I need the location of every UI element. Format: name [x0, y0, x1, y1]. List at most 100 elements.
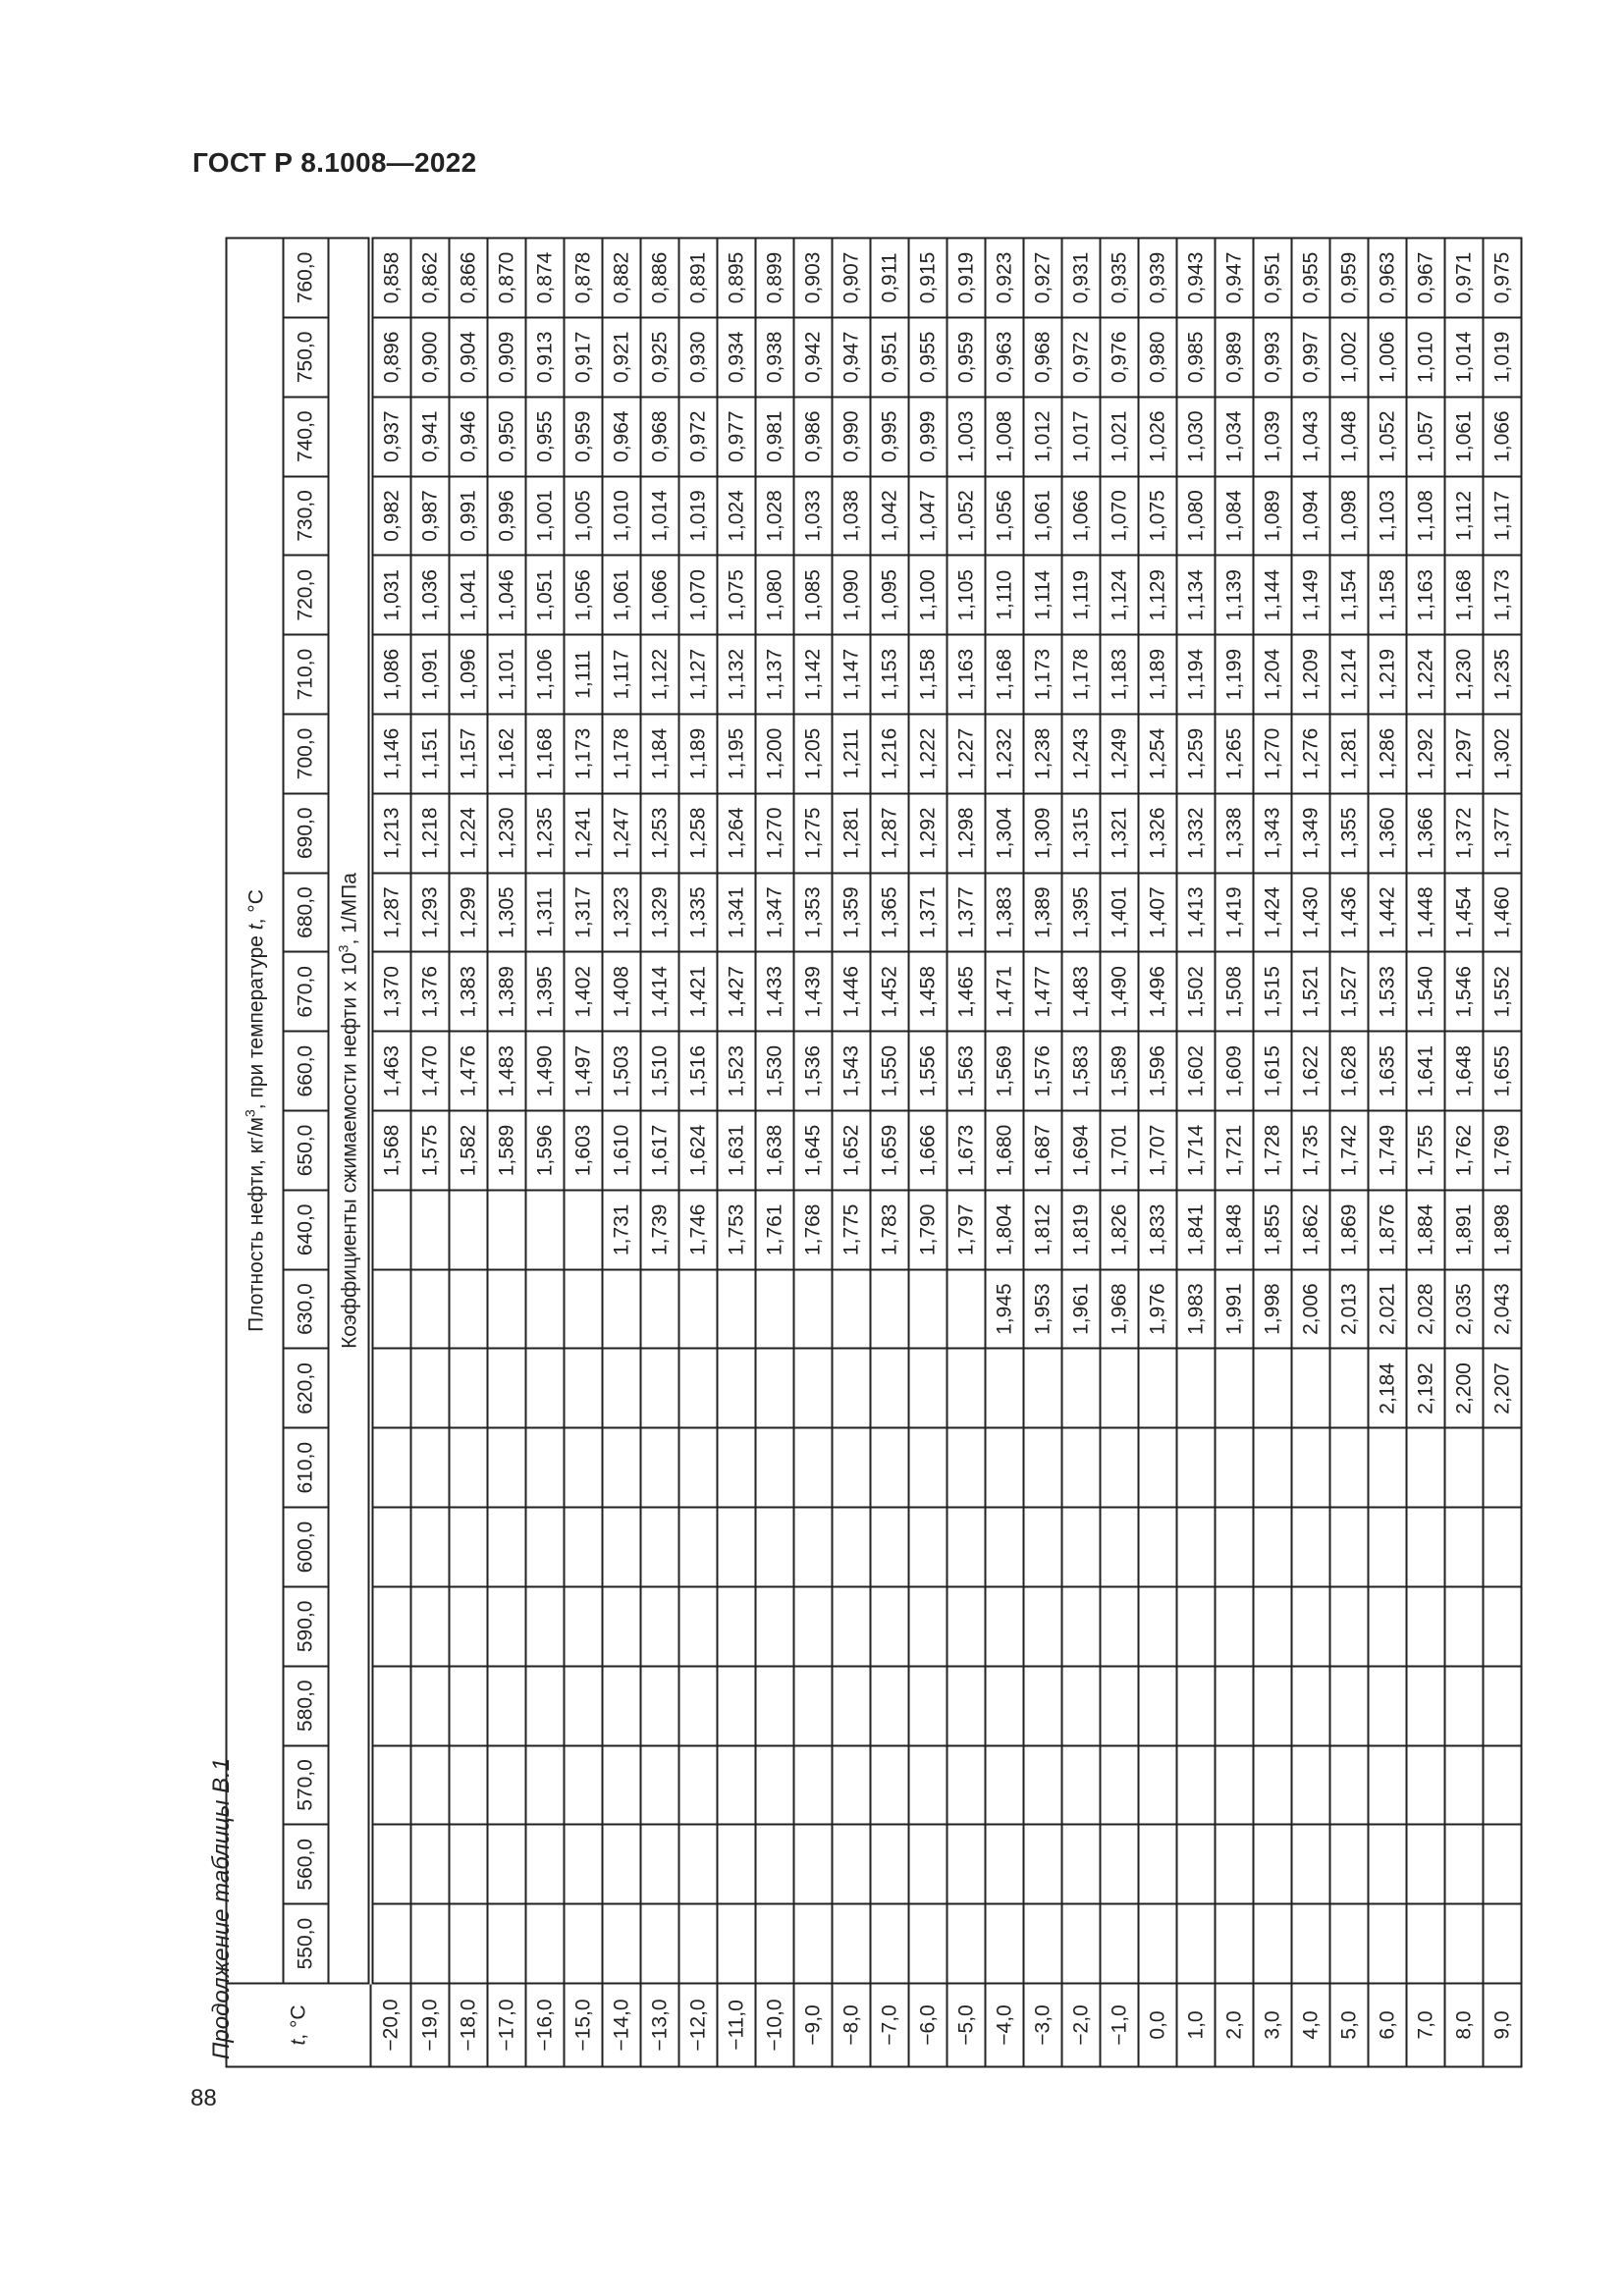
coefficient-cell: 1,476 — [449, 1031, 488, 1111]
coefficient-cell: 0,972 — [678, 397, 718, 477]
temperature-cell: 4,0 — [1291, 1983, 1330, 2067]
coefficient-cell: 1,407 — [1138, 873, 1177, 952]
coefficient-cell: 1,122 — [640, 634, 679, 715]
coefficient-cell: 1,377 — [1483, 793, 1522, 874]
coefficient-cell: 1,707 — [1138, 1110, 1177, 1191]
coefficient-cell: 1,442 — [1368, 873, 1407, 952]
coefficient-cell: 0,870 — [487, 238, 526, 318]
table-row: −11,0 1,753 1,631 1,523 1,427 1,341 1,264 1,195… — [717, 238, 756, 2067]
coefficient-cell: 1,162 — [487, 714, 526, 794]
coefficient-cell: 1,359 — [832, 873, 871, 952]
empty-cell — [678, 1507, 718, 1587]
coefficient-cell: 1,721 — [1215, 1110, 1254, 1191]
empty-cell — [640, 1507, 679, 1587]
coefficient-cell: 1,039 — [1253, 397, 1292, 477]
coefficient-cell: 1,768 — [793, 1190, 833, 1270]
table-row: −13,0 1,739 1,617 1,510 1,414 1,329 1,253 1,184… — [640, 238, 679, 2067]
coefficient-cell: 1,147 — [832, 634, 871, 715]
empty-cell — [525, 1903, 565, 1984]
coefficient-cell: 1,414 — [640, 951, 679, 1032]
empty-cell — [370, 1903, 411, 1984]
empty-cell — [602, 1666, 641, 1746]
coefficient-cell: 1,204 — [1253, 634, 1292, 715]
empty-cell — [410, 1824, 450, 1904]
coefficient-cell: 1,998 — [1253, 1269, 1292, 1349]
empty-cell — [1176, 1824, 1216, 1904]
coefficient-cell: 1,117 — [1483, 476, 1522, 556]
coefficient-cell: 0,891 — [678, 238, 718, 318]
coefficient-cell: 1,483 — [1061, 951, 1101, 1032]
empty-cell — [832, 1666, 871, 1746]
empty-cell — [1291, 1745, 1330, 1825]
coefficient-cell: 1,227 — [947, 714, 986, 794]
empty-cell — [1215, 1903, 1254, 1984]
coefficient-cell: 2,021 — [1368, 1269, 1407, 1349]
empty-cell — [908, 1427, 947, 1508]
coefficient-cell: 1,297 — [1444, 714, 1484, 794]
empty-cell — [525, 1269, 565, 1349]
coefficient-cell: 1,014 — [640, 476, 679, 556]
coefficient-cell: 0,990 — [832, 397, 871, 477]
coefficient-cell: 0,939 — [1138, 238, 1177, 318]
coefficient-cell: 0,899 — [755, 238, 794, 318]
coefficient-cell: 0,996 — [487, 476, 526, 556]
coefficient-cell: 1,341 — [717, 873, 756, 952]
coefficient-cell: 1,019 — [1483, 317, 1522, 398]
coefficient-cell: 1,089 — [1253, 476, 1292, 556]
empty-cell — [1176, 1427, 1216, 1508]
coefficient-cell: 1,383 — [985, 873, 1024, 952]
coefficient-cell: 0,976 — [1100, 317, 1139, 398]
temperature-cell: −19,0 — [410, 1983, 450, 2067]
empty-cell — [525, 1507, 565, 1587]
coefficient-cell: 1,034 — [1215, 397, 1254, 477]
coefficient-cell: 1,976 — [1138, 1269, 1177, 1349]
coefficient-cell: 1,213 — [370, 793, 411, 874]
empty-cell — [908, 1666, 947, 1746]
empty-cell — [1138, 1586, 1177, 1667]
empty-cell — [525, 1824, 565, 1904]
empty-cell — [793, 1824, 833, 1904]
coefficient-cell: 0,959 — [947, 317, 986, 398]
empty-cell — [1368, 1666, 1407, 1746]
coefficient-cell: 1,061 — [1023, 476, 1062, 556]
coefficient-cell: 1,413 — [1176, 873, 1216, 952]
empty-cell — [832, 1507, 871, 1587]
empty-cell — [487, 1586, 526, 1667]
empty-cell — [525, 1745, 565, 1825]
coefficient-cell: 1,515 — [1253, 951, 1292, 1032]
coefficient-cell: 1,819 — [1061, 1190, 1101, 1270]
coefficient-cell: 1,091 — [410, 634, 450, 715]
coefficient-cell: 1,056 — [985, 476, 1024, 556]
coefficient-cell: 1,596 — [525, 1110, 565, 1191]
empty-cell — [410, 1903, 450, 1984]
empty-cell — [1444, 1507, 1484, 1587]
coefficient-cell: 1,146 — [370, 714, 411, 794]
table-row: −6,0 1,790 1,666 1,556 1,458 1,371 1,292 1,222 1… — [908, 238, 947, 2067]
coefficient-cell: 1,219 — [1368, 634, 1407, 715]
coefficient-cell: 1,276 — [1291, 714, 1330, 794]
empty-cell — [640, 1903, 679, 1984]
coefficient-cell: 1,589 — [1100, 1031, 1139, 1111]
coefficient-cell: 1,389 — [487, 951, 526, 1032]
empty-cell — [1176, 1507, 1216, 1587]
empty-cell — [1444, 1666, 1484, 1746]
empty-cell — [1215, 1745, 1254, 1825]
coefficient-cell: 1,603 — [564, 1110, 603, 1191]
coefficient-cell: 0,955 — [1291, 238, 1330, 318]
coefficient-cell: 0,911 — [870, 238, 909, 318]
coefficient-cell: 1,533 — [1368, 951, 1407, 1032]
coefficient-cell: 1,106 — [525, 634, 565, 715]
table-row: −1,0 1,968 1,826 1,701 1,589 1,490 1,401 1,321 1… — [1100, 238, 1139, 2067]
coefficient-cell: 1,043 — [1291, 397, 1330, 477]
temperature-cell: −14,0 — [602, 1983, 641, 2067]
table-row: −15,0 1,603 1,497 1,402 1,317 1,241 1,173 1,111… — [564, 238, 603, 2067]
empty-cell — [947, 1586, 986, 1667]
coefficient-cell: 1,163 — [1406, 555, 1445, 635]
coefficient-cell: 1,550 — [870, 1031, 909, 1111]
table-row: −20,0 1,568 1,463 1,370 1,287 1,213 1,146 1,086… — [370, 238, 411, 2067]
density-header-cell: 580,0 — [283, 1666, 329, 1746]
table-row: 9,0 2,207 2,043 1,898 1,769 1,655 1,552 1,460 1,… — [1483, 238, 1522, 2067]
coefficient-cell: 0,981 — [755, 397, 794, 477]
coefficient-cell: 1,617 — [640, 1110, 679, 1191]
coefficient-cell: 1,383 — [449, 951, 488, 1032]
